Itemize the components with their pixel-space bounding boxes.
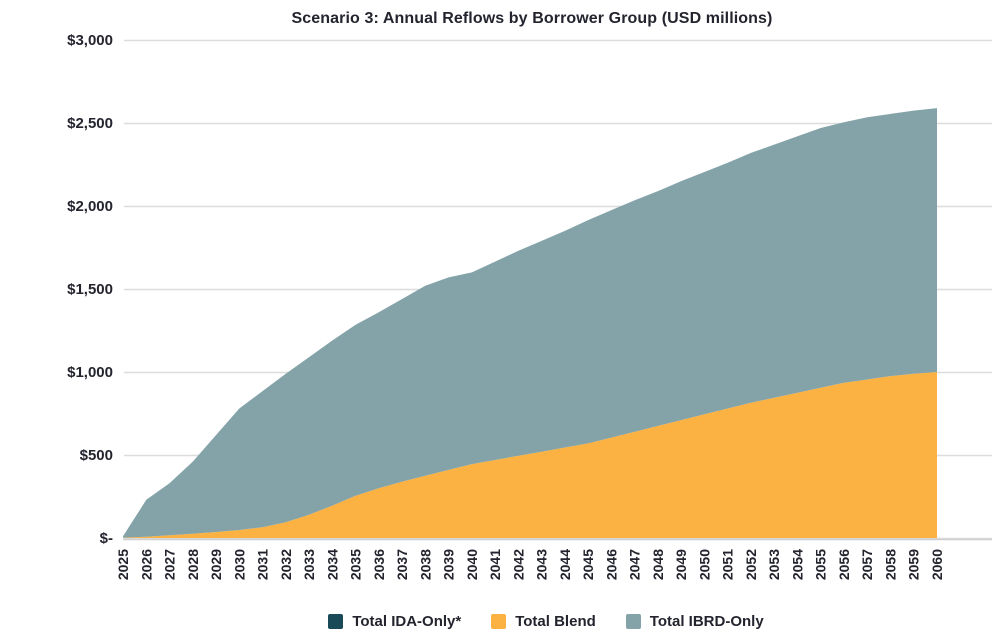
x-tick-label: 2040 — [464, 549, 480, 580]
legend-label-ibrd-only: Total IBRD-Only — [649, 612, 764, 630]
legend-item-blend: Total Blend — [491, 613, 596, 630]
x-tick-label: 2046 — [603, 549, 619, 580]
x-tick-label: 2025 — [115, 549, 131, 580]
legend-swatch-blend — [491, 613, 507, 629]
x-tick-label: 2044 — [557, 549, 573, 580]
x-tick-label: 2031 — [255, 549, 271, 580]
x-tick-label: 2059 — [906, 549, 922, 580]
legend-swatch-ida-only — [328, 613, 344, 629]
y-tick-label: $2,000 — [67, 198, 113, 215]
y-tick-label: $2,500 — [67, 115, 113, 132]
x-tick-label: 2034 — [324, 549, 340, 580]
legend-label-ida-only: Total IDA-Only* — [352, 612, 462, 630]
area-total-ibrd-only — [123, 108, 937, 538]
x-tick-label: 2030 — [231, 549, 247, 580]
x-tick-label: 2032 — [278, 549, 294, 580]
x-tick-label: 2028 — [185, 549, 201, 580]
x-tick-label: 2036 — [371, 549, 387, 580]
legend-label-blend: Total Blend — [515, 612, 596, 630]
x-tick-label: 2042 — [510, 549, 526, 580]
x-tick-label: 2060 — [929, 549, 945, 580]
x-tick-label: 2038 — [417, 549, 433, 580]
x-tick-label: 2029 — [208, 549, 224, 580]
x-tick-label: 2039 — [441, 549, 457, 580]
y-tick-label: $- — [100, 530, 113, 547]
x-tick-label: 2047 — [627, 549, 643, 580]
legend-swatch-ibrd-only — [625, 613, 641, 629]
x-tick-label: 2052 — [743, 549, 759, 580]
x-tick-label: 2055 — [813, 549, 829, 580]
y-tick-label: $500 — [80, 447, 113, 464]
legend-item-ibrd-only: Total IBRD-Only — [625, 612, 764, 630]
x-tick-label: 2043 — [534, 549, 550, 580]
y-tick-label: $1,000 — [67, 364, 113, 381]
x-tick-label: 2054 — [789, 549, 805, 580]
x-tick-label: 2035 — [348, 549, 364, 580]
x-tick-label: 2058 — [882, 549, 898, 580]
x-tick-label: 2041 — [487, 549, 503, 580]
chart-title: Scenario 3: Annual Reflows by Borrower G… — [291, 10, 773, 27]
x-tick-label: 2050 — [696, 549, 712, 580]
x-tick-label: 2051 — [720, 549, 736, 580]
x-tick-label: 2057 — [859, 549, 875, 580]
x-tick-label: 2033 — [301, 549, 317, 580]
x-tick-label: 2037 — [394, 549, 410, 580]
x-tick-label: 2026 — [138, 549, 154, 580]
y-tick-label: $3,000 — [67, 32, 113, 49]
legend-item-ida-only: Total IDA-Only* — [328, 613, 461, 630]
x-tick-label: 2045 — [580, 549, 596, 580]
area-total-blend — [123, 372, 937, 538]
legend: Total IDA-Only* Total Blend Total IBRD-O… — [92, 610, 1000, 632]
y-tick-label: $1,500 — [67, 281, 113, 298]
x-tick-label: 2049 — [673, 549, 689, 580]
x-tick-label: 2056 — [836, 549, 852, 580]
x-tick-label: 2027 — [162, 549, 178, 580]
x-tick-label: 2048 — [650, 549, 666, 580]
x-tick-label: 2053 — [766, 549, 782, 580]
